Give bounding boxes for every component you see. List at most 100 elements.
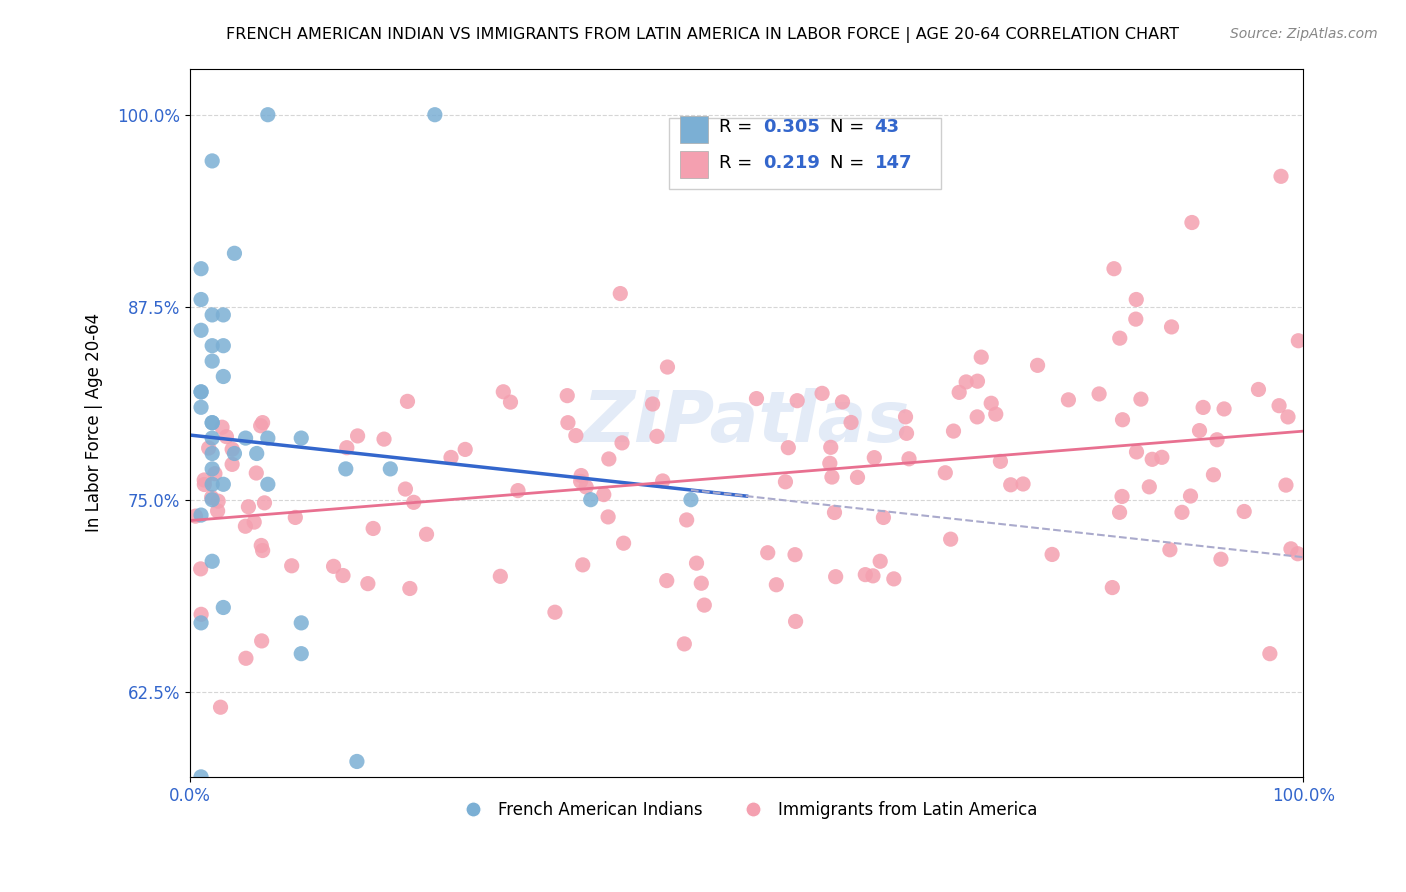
Immigrants from Latin America: [1268, 399, 1291, 413]
Immigrants from Latin America: [250, 634, 273, 648]
Immigrants from Latin America: [1233, 504, 1256, 518]
Immigrants from Latin America: [1270, 169, 1292, 184]
Immigrants from Latin America: [980, 396, 1002, 410]
French American Indians: [212, 339, 235, 353]
Immigrants from Latin America: [785, 615, 807, 629]
Immigrants from Latin America: [846, 470, 869, 484]
Immigrants from Latin America: [1275, 478, 1298, 492]
Immigrants from Latin America: [1202, 467, 1225, 482]
Immigrants from Latin America: [775, 475, 797, 489]
Immigrants from Latin America: [869, 554, 891, 568]
French American Indians: [201, 416, 224, 430]
Immigrants from Latin America: [1108, 505, 1130, 519]
Immigrants from Latin America: [571, 558, 593, 572]
Immigrants from Latin America: [1125, 312, 1147, 326]
Immigrants from Latin America: [235, 519, 257, 533]
Immigrants from Latin America: [598, 452, 620, 467]
Immigrants from Latin America: [1129, 392, 1152, 406]
Immigrants from Latin America: [1192, 401, 1215, 415]
Immigrants from Latin America: [235, 651, 257, 665]
Immigrants from Latin America: [489, 569, 512, 583]
Immigrants from Latin America: [197, 441, 219, 455]
Immigrants from Latin America: [1286, 334, 1309, 348]
Immigrants from Latin America: [609, 286, 631, 301]
French American Indians: [190, 384, 212, 399]
Immigrants from Latin America: [193, 477, 215, 491]
French American Indians: [201, 153, 224, 168]
French American Indians: [290, 431, 312, 445]
Immigrants from Latin America: [569, 468, 592, 483]
Y-axis label: In Labor Force | Age 20-64: In Labor Force | Age 20-64: [86, 313, 103, 533]
French American Indians: [246, 446, 269, 460]
French American Indians: [190, 401, 212, 415]
French American Indians: [224, 446, 246, 460]
Text: N =: N =: [830, 119, 865, 136]
Immigrants from Latin America: [1279, 541, 1302, 556]
Immigrants from Latin America: [824, 570, 846, 584]
Immigrants from Latin America: [896, 426, 918, 441]
Immigrants from Latin America: [280, 558, 302, 573]
Immigrants from Latin America: [862, 569, 884, 583]
Immigrants from Latin America: [357, 576, 380, 591]
Immigrants from Latin America: [990, 454, 1012, 468]
Immigrants from Latin America: [396, 394, 419, 409]
Immigrants from Latin America: [872, 510, 894, 524]
Immigrants from Latin America: [336, 441, 359, 455]
French American Indians: [201, 339, 224, 353]
French American Indians: [257, 477, 280, 491]
Immigrants from Latin America: [863, 450, 886, 465]
Immigrants from Latin America: [506, 483, 529, 498]
French American Indians: [579, 492, 602, 507]
Immigrants from Latin America: [1040, 548, 1063, 562]
Immigrants from Latin America: [657, 359, 679, 374]
Immigrants from Latin America: [970, 350, 993, 364]
French American Indians: [212, 800, 235, 814]
Immigrants from Latin America: [693, 598, 716, 612]
Immigrants from Latin America: [322, 559, 344, 574]
Immigrants from Latin America: [820, 440, 842, 454]
French American Indians: [257, 108, 280, 122]
Immigrants from Latin America: [1137, 480, 1160, 494]
French American Indians: [380, 462, 402, 476]
Immigrants from Latin America: [613, 536, 636, 550]
Immigrants from Latin America: [243, 515, 266, 529]
French American Indians: [190, 770, 212, 784]
Immigrants from Latin America: [565, 428, 588, 442]
French American Indians: [201, 446, 224, 460]
Immigrants from Latin America: [675, 513, 697, 527]
Immigrants from Latin America: [1188, 424, 1211, 438]
Immigrants from Latin America: [853, 567, 876, 582]
Immigrants from Latin America: [610, 436, 633, 450]
Immigrants from Latin America: [402, 495, 425, 509]
Immigrants from Latin America: [415, 527, 437, 541]
Immigrants from Latin America: [201, 491, 224, 505]
Immigrants from Latin America: [685, 556, 707, 570]
Immigrants from Latin America: [575, 480, 598, 494]
French American Indians: [679, 492, 702, 507]
Immigrants from Latin America: [346, 429, 368, 443]
French American Indians: [201, 462, 224, 476]
Immigrants from Latin America: [245, 466, 267, 480]
Immigrants from Latin America: [238, 500, 260, 514]
Immigrants from Latin America: [252, 543, 274, 558]
French American Indians: [190, 615, 212, 630]
Immigrants from Latin America: [824, 506, 846, 520]
Immigrants from Latin America: [934, 466, 956, 480]
Immigrants from Latin America: [207, 494, 229, 508]
Immigrants from Latin America: [655, 574, 678, 588]
Immigrants from Latin America: [207, 504, 229, 518]
Immigrants from Latin America: [499, 395, 522, 409]
Immigrants from Latin America: [555, 389, 578, 403]
Immigrants from Latin America: [190, 607, 212, 622]
French American Indians: [212, 600, 235, 615]
Immigrants from Latin America: [598, 510, 620, 524]
Text: 147: 147: [875, 153, 912, 172]
Immigrants from Latin America: [1213, 401, 1236, 416]
Immigrants from Latin America: [984, 407, 1007, 421]
Legend: French American Indians, Immigrants from Latin America: French American Indians, Immigrants from…: [450, 794, 1043, 825]
Immigrants from Latin America: [765, 578, 787, 592]
Immigrants from Latin America: [1140, 452, 1163, 467]
Immigrants from Latin America: [253, 496, 276, 510]
Immigrants from Latin America: [883, 572, 905, 586]
Immigrants from Latin America: [898, 451, 921, 466]
